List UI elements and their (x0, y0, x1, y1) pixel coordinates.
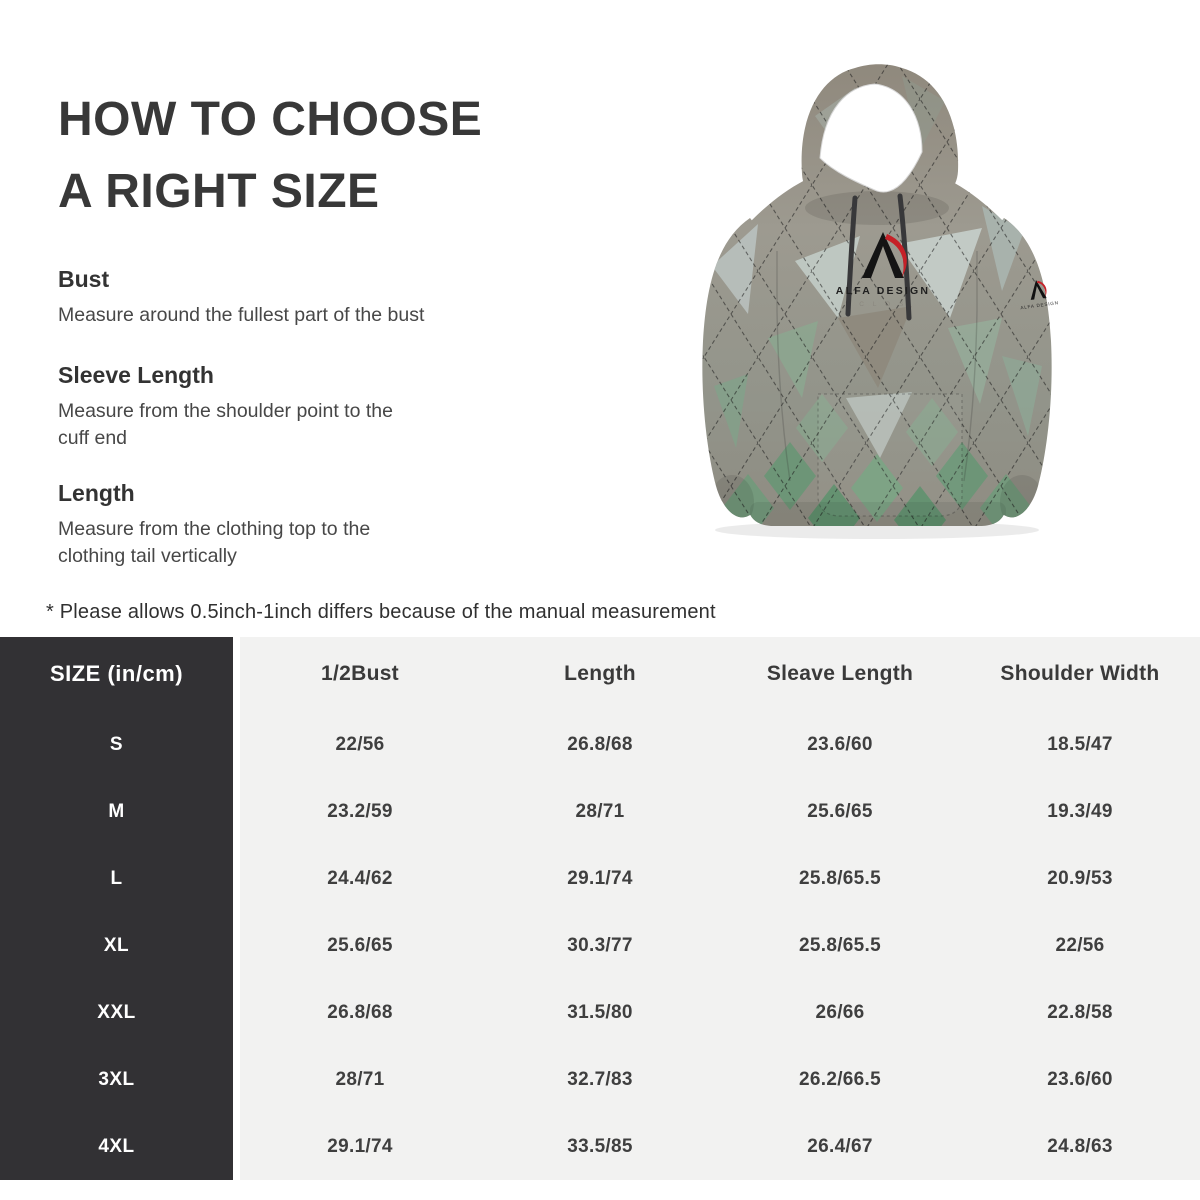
size-label-3xl: 3XL (98, 1068, 135, 1090)
sleeve-logo-swoosh (1036, 280, 1047, 297)
section-sleeve-text-line1: Measure from the shoulder point to the (58, 400, 393, 422)
cell-xl-shoulder: 22/56 (1055, 934, 1105, 956)
logo-subtext: C L O S (859, 301, 906, 308)
section-length-text-line2: clothing tail vertically (58, 545, 237, 567)
table-header-row: 1/2Bust Length Sleave Length Shoulder Wi… (240, 637, 1200, 711)
hoodie-product-image: ALFA DESIGN C L O S ALFA DESIGN (702, 64, 1059, 539)
section-bust-text: Measure around the fullest part of the b… (58, 304, 425, 326)
page-title: HOW TO CHOOSE A RIGHT SIZE (58, 84, 482, 228)
size-label-xl: XL (103, 934, 130, 956)
hood-lining (819, 83, 923, 193)
column-header-shoulder-width: Shoulder Width (1000, 662, 1160, 685)
cell-s-shoulder: 18.5/47 (1047, 733, 1113, 755)
cell-l-shoulder: 20.9/53 (1047, 867, 1113, 889)
cell-3xl-sleeve: 26.2/66.5 (799, 1068, 881, 1090)
table-row-m: 23.2/59 28/71 25.6/65 19.3/49 (240, 778, 1200, 845)
cell-l-length: 29.1/74 (567, 867, 633, 889)
cell-s-sleeve: 23.6/60 (807, 733, 873, 755)
size-label-m: M (108, 800, 125, 822)
table-row-xl: 25.6/65 30.3/77 25.8/65.5 22/56 (240, 912, 1200, 979)
column-header-length: Length (564, 662, 636, 685)
table-row-3xl: 28/71 32.7/83 26.2/66.5 23.6/60 (240, 1046, 1200, 1113)
sleeve-logo: ALFA DESIGN (1020, 280, 1059, 310)
brand-logo: ALFA DESIGN C L O S (836, 232, 930, 308)
cell-m-length: 28/71 (575, 800, 625, 822)
section-bust-heading: Bust (58, 266, 110, 292)
size-label-l: L (110, 867, 123, 889)
logo-text: ALFA DESIGN (836, 285, 930, 297)
cell-3xl-length: 32.7/83 (567, 1068, 633, 1090)
table-row-s: 22/56 26.8/68 23.6/60 18.5/47 (240, 711, 1200, 778)
size-table-body: 1/2Bust Length Sleave Length Shoulder Wi… (233, 637, 1200, 1180)
section-sleeve-length: Sleeve Length Measure from the shoulder … (58, 362, 393, 452)
size-column-header: SIZE (in/cm) (49, 661, 184, 686)
size-table: SIZE (in/cm) S M L XL XXL 3XL 4XL 1/2Bus… (0, 637, 1200, 1180)
cell-4xl-halfbust: 29.1/74 (327, 1135, 393, 1157)
cell-m-sleeve: 25.6/65 (807, 800, 873, 822)
sleeve-left-seam (776, 251, 791, 482)
size-label-xxl: XXL (97, 1001, 136, 1023)
page-title-line2: A RIGHT SIZE (58, 165, 380, 218)
cell-xxl-shoulder: 22.8/58 (1047, 1001, 1113, 1023)
cell-3xl-shoulder: 23.6/60 (1047, 1068, 1113, 1090)
cell-xxl-length: 31.5/80 (567, 1001, 633, 1023)
cell-xxl-halfbust: 26.8/68 (327, 1001, 393, 1023)
logo-red-swoosh (885, 234, 907, 277)
cell-3xl-halfbust: 28/71 (335, 1068, 385, 1090)
cell-m-halfbust: 23.2/59 (327, 800, 393, 822)
cell-xl-sleeve: 25.8/65.5 (799, 934, 881, 956)
section-length-heading: Length (58, 480, 135, 506)
cell-l-halfbust: 24.4/62 (327, 867, 393, 889)
section-sleeve-text-line2: cuff end (58, 427, 128, 449)
size-table-dark-column: SIZE (in/cm) S M L XL XXL 3XL 4XL (0, 637, 233, 1180)
cell-xl-length: 30.3/77 (567, 934, 633, 956)
cell-4xl-sleeve: 26.4/67 (807, 1135, 873, 1157)
sleeve-right-seam (963, 251, 978, 482)
logo-a-mark (862, 232, 904, 278)
cell-l-sleeve: 25.8/65.5 (799, 867, 881, 889)
cell-xxl-sleeve: 26/66 (815, 1001, 865, 1023)
page-title-line1: HOW TO CHOOSE (58, 93, 483, 146)
measurement-note: * Please allows 0.5inch-1inch differs be… (46, 601, 716, 623)
column-header-sleeve-length: Sleave Length (766, 662, 914, 685)
cell-m-shoulder: 19.3/49 (1047, 800, 1113, 822)
section-length-text-line1: Measure from the clothing top to the (58, 518, 371, 540)
section-length: Length Measure from the clothing top to … (58, 480, 370, 570)
size-label-4xl: 4XL (98, 1135, 135, 1157)
size-label-s: S (109, 733, 124, 755)
sleeve-logo-text: ALFA DESIGN (1020, 300, 1059, 310)
sleeve-logo-a-mark (1030, 280, 1047, 300)
section-sleeve-heading: Sleeve Length (58, 362, 214, 388)
drawstring-left (845, 195, 858, 317)
column-header-halfbust: 1/2Bust (321, 662, 399, 685)
table-row-4xl: 29.1/74 33.5/85 26.4/67 24.8/63 (240, 1113, 1200, 1180)
table-row-xxl: 26.8/68 31.5/80 26/66 22.8/58 (240, 979, 1200, 1046)
table-row-l: 24.4/62 29.1/74 25.8/65.5 20.9/53 (240, 845, 1200, 912)
cell-s-length: 26.8/68 (567, 733, 633, 755)
cell-s-halfbust: 22/56 (335, 733, 385, 755)
cell-4xl-length: 33.5/85 (567, 1135, 633, 1157)
kangaroo-pocket (817, 393, 963, 517)
section-bust: Bust Measure around the fullest part of … (58, 266, 424, 329)
cell-4xl-shoulder: 24.8/63 (1047, 1135, 1113, 1157)
cell-xl-halfbust: 25.6/65 (327, 934, 393, 956)
